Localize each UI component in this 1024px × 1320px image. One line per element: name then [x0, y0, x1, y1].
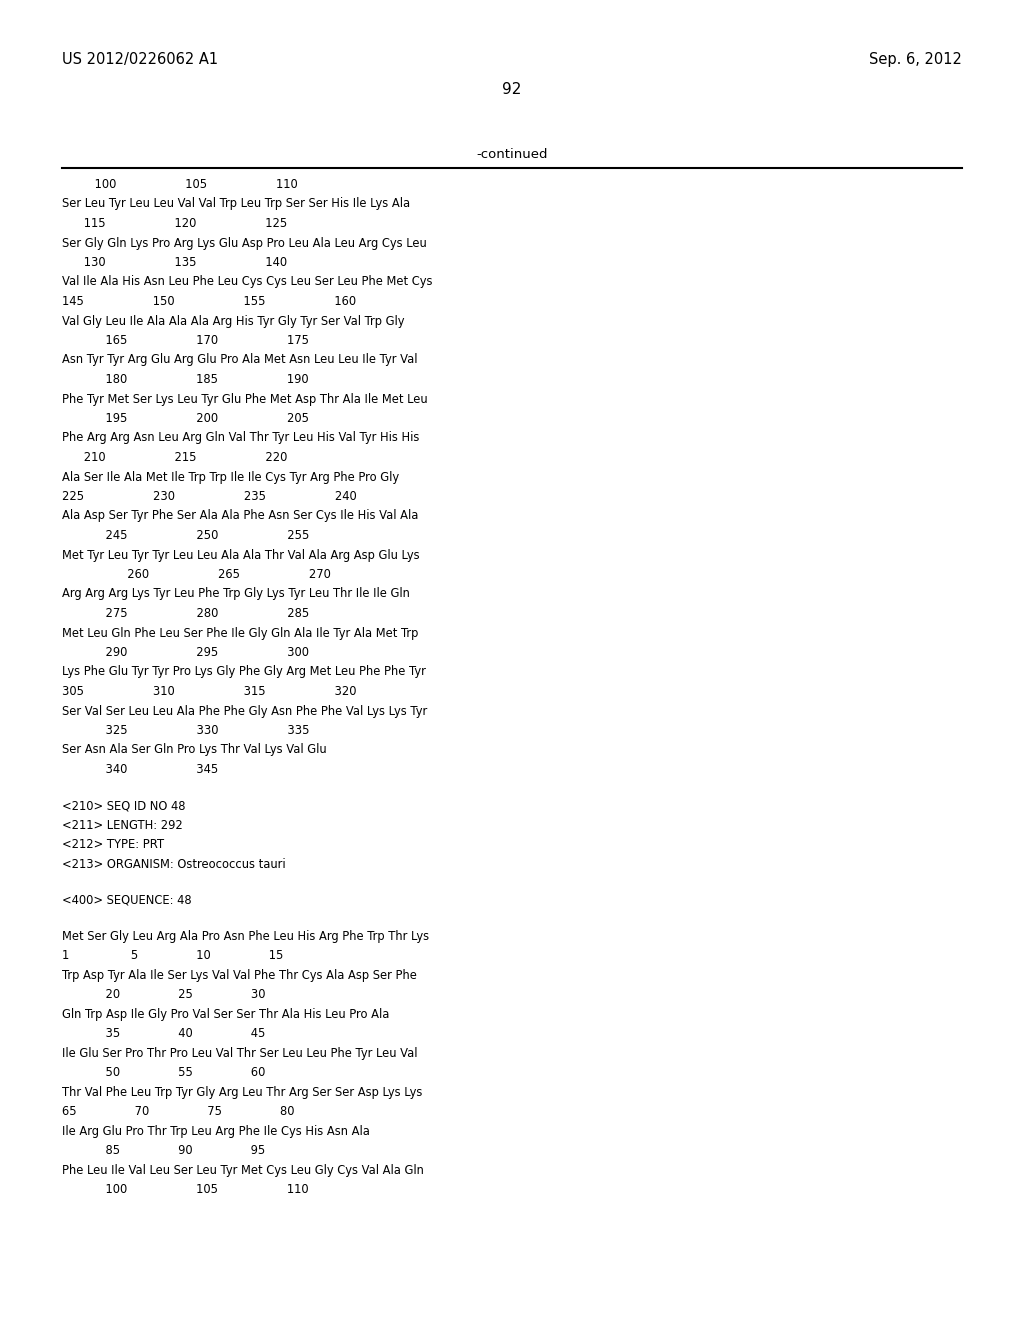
Text: 210                   215                   220: 210 215 220: [62, 451, 288, 465]
Text: 275                   280                   285: 275 280 285: [62, 607, 309, 620]
Text: Val Gly Leu Ile Ala Ala Ala Arg His Tyr Gly Tyr Ser Val Trp Gly: Val Gly Leu Ile Ala Ala Ala Arg His Tyr …: [62, 314, 404, 327]
Text: <400> SEQUENCE: 48: <400> SEQUENCE: 48: [62, 894, 191, 907]
Text: -continued: -continued: [476, 148, 548, 161]
Text: Val Ile Ala His Asn Leu Phe Leu Cys Cys Leu Ser Leu Phe Met Cys: Val Ile Ala His Asn Leu Phe Leu Cys Cys …: [62, 276, 432, 289]
Text: Phe Tyr Met Ser Lys Leu Tyr Glu Phe Met Asp Thr Ala Ile Met Leu: Phe Tyr Met Ser Lys Leu Tyr Glu Phe Met …: [62, 392, 428, 405]
Text: 130                   135                   140: 130 135 140: [62, 256, 287, 269]
Text: 225                   230                   235                   240: 225 230 235 240: [62, 490, 356, 503]
Text: 20                25                30: 20 25 30: [62, 989, 265, 1002]
Text: 195                   200                   205: 195 200 205: [62, 412, 309, 425]
Text: Phe Leu Ile Val Leu Ser Leu Tyr Met Cys Leu Gly Cys Val Ala Gln: Phe Leu Ile Val Leu Ser Leu Tyr Met Cys …: [62, 1164, 424, 1176]
Text: Arg Arg Arg Lys Tyr Leu Phe Trp Gly Lys Tyr Leu Thr Ile Ile Gln: Arg Arg Arg Lys Tyr Leu Phe Trp Gly Lys …: [62, 587, 410, 601]
Text: Trp Asp Tyr Ala Ile Ser Lys Val Val Phe Thr Cys Ala Asp Ser Phe: Trp Asp Tyr Ala Ile Ser Lys Val Val Phe …: [62, 969, 417, 982]
Text: 180                   185                   190: 180 185 190: [62, 374, 308, 385]
Text: Gln Trp Asp Ile Gly Pro Val Ser Ser Thr Ala His Leu Pro Ala: Gln Trp Asp Ile Gly Pro Val Ser Ser Thr …: [62, 1007, 389, 1020]
Text: <212> TYPE: PRT: <212> TYPE: PRT: [62, 838, 164, 851]
Text: Asn Tyr Tyr Arg Glu Arg Glu Pro Ala Met Asn Leu Leu Ile Tyr Val: Asn Tyr Tyr Arg Glu Arg Glu Pro Ala Met …: [62, 354, 418, 367]
Text: Ile Arg Glu Pro Thr Trp Leu Arg Phe Ile Cys His Asn Ala: Ile Arg Glu Pro Thr Trp Leu Arg Phe Ile …: [62, 1125, 370, 1138]
Text: <210> SEQ ID NO 48: <210> SEQ ID NO 48: [62, 799, 185, 812]
Text: 245                   250                   255: 245 250 255: [62, 529, 309, 543]
Text: Met Ser Gly Leu Arg Ala Pro Asn Phe Leu His Arg Phe Trp Thr Lys: Met Ser Gly Leu Arg Ala Pro Asn Phe Leu …: [62, 929, 429, 942]
Text: Ala Ser Ile Ala Met Ile Trp Trp Ile Ile Cys Tyr Arg Phe Pro Gly: Ala Ser Ile Ala Met Ile Trp Trp Ile Ile …: [62, 470, 399, 483]
Text: 1                 5                10                15: 1 5 10 15: [62, 949, 284, 962]
Text: 100                   105                   110: 100 105 110: [62, 1183, 308, 1196]
Text: Ser Asn Ala Ser Gln Pro Lys Thr Val Lys Val Glu: Ser Asn Ala Ser Gln Pro Lys Thr Val Lys …: [62, 743, 327, 756]
Text: Ala Asp Ser Tyr Phe Ser Ala Ala Phe Asn Ser Cys Ile His Val Ala: Ala Asp Ser Tyr Phe Ser Ala Ala Phe Asn …: [62, 510, 419, 523]
Text: 50                55                60: 50 55 60: [62, 1067, 265, 1080]
Text: <211> LENGTH: 292: <211> LENGTH: 292: [62, 818, 182, 832]
Text: 325                   330                   335: 325 330 335: [62, 723, 309, 737]
Text: 115                   120                   125: 115 120 125: [62, 216, 288, 230]
Text: Ser Gly Gln Lys Pro Arg Lys Glu Asp Pro Leu Ala Leu Arg Cys Leu: Ser Gly Gln Lys Pro Arg Lys Glu Asp Pro …: [62, 236, 427, 249]
Text: 290                   295                   300: 290 295 300: [62, 645, 309, 659]
Text: 100                   105                   110: 100 105 110: [62, 178, 298, 191]
Text: Met Leu Gln Phe Leu Ser Phe Ile Gly Gln Ala Ile Tyr Ala Met Trp: Met Leu Gln Phe Leu Ser Phe Ile Gly Gln …: [62, 627, 419, 639]
Text: 65                70                75                80: 65 70 75 80: [62, 1105, 295, 1118]
Text: 165                   170                   175: 165 170 175: [62, 334, 309, 347]
Text: Met Tyr Leu Tyr Tyr Leu Leu Ala Ala Thr Val Ala Arg Asp Glu Lys: Met Tyr Leu Tyr Tyr Leu Leu Ala Ala Thr …: [62, 549, 420, 561]
Text: Ser Val Ser Leu Leu Ala Phe Phe Gly Asn Phe Phe Val Lys Lys Tyr: Ser Val Ser Leu Leu Ala Phe Phe Gly Asn …: [62, 705, 427, 718]
Text: Ser Leu Tyr Leu Leu Val Val Trp Leu Trp Ser Ser His Ile Lys Ala: Ser Leu Tyr Leu Leu Val Val Trp Leu Trp …: [62, 198, 411, 210]
Text: 85                90                95: 85 90 95: [62, 1144, 265, 1158]
Text: Lys Phe Glu Tyr Tyr Pro Lys Gly Phe Gly Arg Met Leu Phe Phe Tyr: Lys Phe Glu Tyr Tyr Pro Lys Gly Phe Gly …: [62, 665, 426, 678]
Text: 260                   265                   270: 260 265 270: [62, 568, 331, 581]
Text: US 2012/0226062 A1: US 2012/0226062 A1: [62, 51, 218, 67]
Text: <213> ORGANISM: Ostreococcus tauri: <213> ORGANISM: Ostreococcus tauri: [62, 858, 286, 871]
Text: Sep. 6, 2012: Sep. 6, 2012: [869, 51, 962, 67]
Text: 340                   345: 340 345: [62, 763, 218, 776]
Text: 305                   310                   315                   320: 305 310 315 320: [62, 685, 356, 698]
Text: 92: 92: [503, 82, 521, 96]
Text: 35                40                45: 35 40 45: [62, 1027, 265, 1040]
Text: Thr Val Phe Leu Trp Tyr Gly Arg Leu Thr Arg Ser Ser Asp Lys Lys: Thr Val Phe Leu Trp Tyr Gly Arg Leu Thr …: [62, 1086, 422, 1098]
Text: Phe Arg Arg Asn Leu Arg Gln Val Thr Tyr Leu His Val Tyr His His: Phe Arg Arg Asn Leu Arg Gln Val Thr Tyr …: [62, 432, 420, 445]
Text: 145                   150                   155                   160: 145 150 155 160: [62, 294, 356, 308]
Text: Ile Glu Ser Pro Thr Pro Leu Val Thr Ser Leu Leu Phe Tyr Leu Val: Ile Glu Ser Pro Thr Pro Leu Val Thr Ser …: [62, 1047, 418, 1060]
